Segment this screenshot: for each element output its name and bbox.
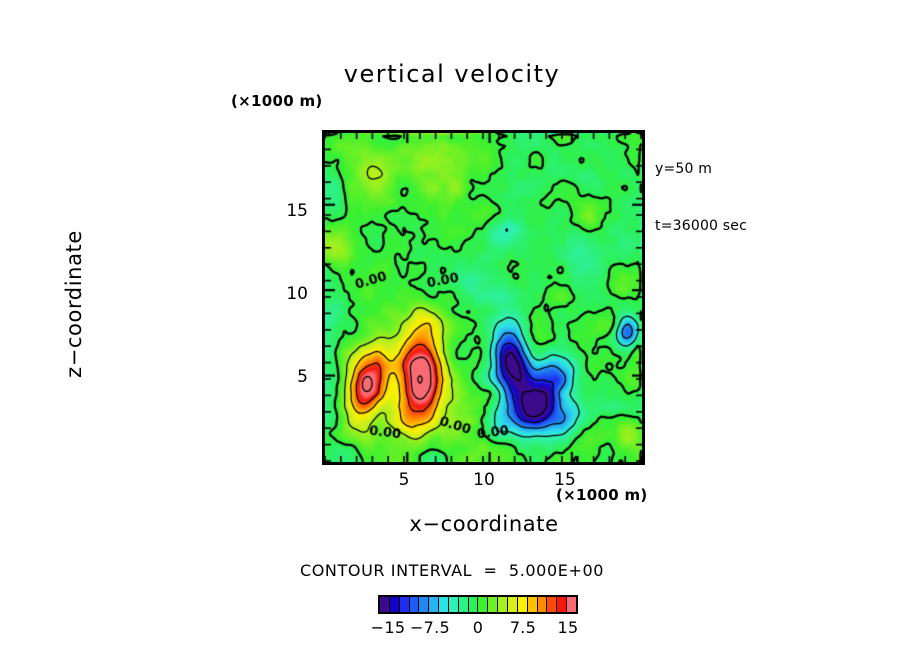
annotation-time: t=36000 sec — [655, 218, 748, 234]
contour-plot-area — [322, 130, 645, 465]
x-tick-label: 15 — [554, 470, 576, 490]
colorbar-swatch — [419, 597, 430, 612]
colorbar-tick-label: 7.5 — [509, 618, 537, 637]
colorbar-tick-labels: −15 −7.5 0 7.5 15 — [371, 618, 579, 640]
x-tick-label: 5 — [398, 470, 410, 490]
colorbar-swatch — [567, 597, 576, 612]
annotation-block: y=50 m t=36000 sec — [655, 122, 747, 274]
colorbar-swatch — [547, 597, 558, 612]
colorbar-swatch — [380, 597, 390, 612]
colorbar-swatch — [498, 597, 508, 612]
x-axis-title: x−coordinate — [409, 512, 559, 536]
y-axis-title: z−coordinate — [62, 230, 86, 378]
colorbar-swatch — [507, 597, 518, 612]
colorbar-swatch — [468, 597, 479, 612]
colorbar-swatch — [557, 597, 568, 612]
colorbar-swatch — [488, 597, 499, 612]
colorbar-swatch — [537, 597, 548, 612]
colorbar-swatch — [527, 597, 538, 612]
colorbar-swatch — [409, 597, 420, 612]
x-tick-label: 10 — [473, 470, 495, 490]
y-axis-unit-label: (×1000 m) — [231, 92, 323, 110]
colorbar-tick-label: −7.5 — [409, 618, 451, 637]
page-title: vertical velocity — [343, 60, 561, 88]
contour-interval-caption: CONTOUR INTERVAL = 5.000E+00 — [299, 561, 605, 580]
annotation-y-position: y=50 m — [655, 161, 713, 177]
y-tick-label: 10 — [286, 284, 308, 304]
colorbar-swatch — [517, 597, 528, 612]
colorbar-swatch — [389, 597, 400, 612]
colorbar-swatch — [448, 597, 459, 612]
x-axis-unit-label: (×1000 m) — [556, 486, 648, 504]
contour-field — [325, 133, 642, 462]
colorbar-tick-label: −15 — [370, 618, 406, 637]
y-tick-label: 15 — [286, 201, 308, 221]
y-tick-label: 5 — [297, 367, 308, 387]
colorbar-swatch — [439, 597, 449, 612]
colorbar-swatch — [429, 597, 440, 612]
colorbar-tick-label: 15 — [557, 618, 579, 637]
colorbar-swatch — [478, 597, 489, 612]
colorbar-swatch — [458, 597, 469, 612]
colorbar-tick-label: 0 — [472, 618, 484, 637]
colorbar-swatch — [399, 597, 410, 612]
colorbar — [378, 595, 578, 614]
